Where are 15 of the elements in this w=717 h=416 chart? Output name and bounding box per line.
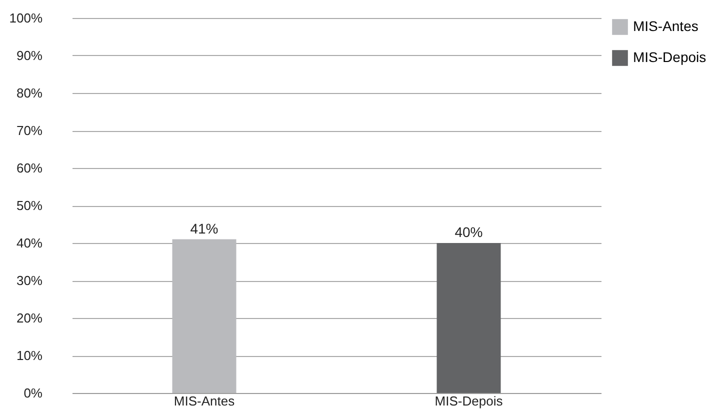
- text: 40%: [454, 224, 483, 240]
- y-tick-label: 90%: [16, 48, 43, 63]
- y-tick-label: 40%: [16, 236, 43, 250]
- y-tick-label: 50%: [16, 198, 43, 213]
- y-tick-label: 30%: [16, 273, 43, 288]
- text: 41%: [190, 220, 218, 236]
- y-tick-label: 10%: [16, 348, 43, 363]
- y-tick-label: 70%: [16, 123, 43, 138]
- y-tick-label: 80%: [16, 86, 43, 100]
- y-tick-label: 20%: [16, 310, 43, 326]
- y-tick-label: 100%: [9, 10, 43, 26]
- legend-label: MIS-Antes: [633, 18, 698, 34]
- legend-label: MIS-Depois: [633, 49, 706, 65]
- y-tick-label: 0%: [24, 386, 43, 400]
- y-tick-label: 60%: [16, 160, 43, 176]
